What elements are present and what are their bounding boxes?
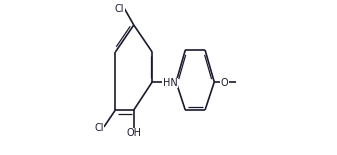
- Text: HN: HN: [163, 78, 178, 88]
- Text: OH: OH: [126, 128, 141, 138]
- Text: O: O: [221, 78, 228, 88]
- Text: Cl: Cl: [115, 4, 124, 14]
- Text: Cl: Cl: [94, 123, 104, 133]
